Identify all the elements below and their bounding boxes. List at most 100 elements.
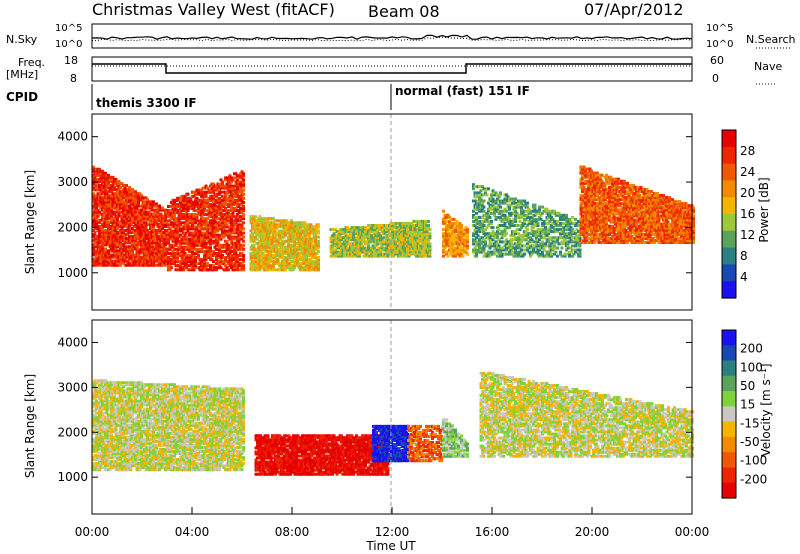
scatter-cell [195, 215, 199, 219]
scatter-cell [98, 167, 101, 171]
nave-label: Nave [754, 60, 782, 73]
scatter-cell [144, 245, 148, 249]
scatter-cell [117, 188, 121, 192]
scatter-cell [132, 257, 136, 261]
scatter-cell [174, 247, 178, 251]
scatter-cell [176, 249, 179, 253]
scatter-cell [515, 228, 519, 232]
scatter-cell [116, 218, 119, 222]
scatter-cell [252, 243, 256, 247]
scatter-cell [96, 243, 100, 247]
scatter-cell [128, 257, 131, 261]
scatter-cell [98, 233, 101, 237]
scatter-cell [191, 239, 194, 243]
beam-label: Beam 08 [368, 2, 440, 21]
scatter-cell [177, 219, 181, 223]
scatter-cell [260, 217, 263, 221]
scatter-cell [110, 220, 113, 224]
cpid-label: CPID [6, 90, 38, 104]
scatter-cell [107, 222, 110, 226]
scatter-cell [116, 206, 119, 210]
scatter-cell [140, 231, 143, 235]
scatter-cell [170, 235, 173, 239]
scatter-cell [101, 247, 104, 251]
scatter-cell [179, 264, 182, 268]
scatter-cell [138, 216, 142, 220]
scatter-cell [162, 231, 166, 235]
scatter-cell [285, 219, 289, 223]
scatter-cell [179, 233, 182, 237]
scatter-cell [186, 247, 190, 251]
scatter-cell [180, 258, 184, 262]
scatter-cell [141, 206, 145, 210]
scatter-cell [186, 243, 190, 247]
scatter-cell [198, 229, 202, 233]
scatter-cell [173, 254, 176, 257]
scatter-cell [200, 247, 203, 251]
scatter-cell [173, 209, 176, 213]
scatter-cell [147, 263, 151, 267]
scatter-cell [96, 208, 100, 212]
scatter-cell [198, 198, 202, 202]
cpid-panel: CPID themis 3300 IF normal (fast) 151 IF [6, 84, 530, 110]
scatter-cell [162, 245, 166, 249]
scatter-cell [167, 266, 170, 270]
date-label: 07/Apr/2012 [584, 0, 684, 19]
scatter-cell [500, 209, 504, 213]
scatter-cell [119, 247, 122, 251]
scatter-cell [194, 198, 197, 202]
scatter-cell [134, 263, 137, 267]
scatter-cell [158, 253, 161, 257]
scatter-cell [485, 193, 489, 197]
scatter-cell [192, 254, 196, 257]
scatter-cell [144, 255, 148, 259]
scatter-cell [191, 202, 194, 206]
scatter-cell [162, 257, 166, 261]
scatter-cell [225, 223, 229, 227]
scatter-cell [131, 227, 134, 230]
scatter-cell [170, 266, 173, 270]
scatter-cell [158, 241, 161, 245]
freq-label-line1: Freq. [18, 56, 45, 69]
scatter-cell [95, 186, 98, 190]
scatter-cell [129, 255, 133, 259]
scatter-cell [92, 196, 95, 200]
scatter-cell [117, 251, 121, 255]
scatter-cell [152, 224, 155, 228]
scatter-cell [218, 196, 221, 200]
scatter-cell [144, 227, 148, 230]
scatter-cell [92, 249, 95, 253]
scatter-cell [95, 194, 98, 198]
scatter-cell [104, 212, 107, 216]
scatter-cell [135, 218, 139, 222]
scatter-cell [125, 263, 128, 267]
scatter-cell [101, 257, 104, 261]
scatter-cell [92, 192, 95, 196]
scatter-cell [95, 220, 98, 224]
scatter-cell [179, 211, 182, 215]
scatter-cell [185, 264, 188, 268]
freq-label-line2: [MHz] [6, 68, 38, 81]
scatter-cell [482, 224, 486, 227]
scatter-cell [150, 243, 154, 247]
scatter-cell [96, 182, 100, 186]
scatter-cell [194, 225, 197, 229]
scatter-cell [105, 237, 109, 241]
scatter-cell [108, 198, 112, 202]
scatter-cell [168, 215, 172, 219]
scatter-cell [156, 245, 160, 249]
scatter-cell [192, 245, 196, 249]
scatter-cell [200, 225, 203, 229]
scatter-cell [119, 222, 122, 226]
scatter-cell [242, 264, 245, 268]
scatter-cell [104, 188, 107, 192]
scatter-cell [191, 223, 194, 227]
scatter-cell [99, 218, 103, 222]
scatter-cell [213, 251, 217, 255]
scatter-cell [198, 221, 202, 225]
scatter-cell [99, 200, 103, 204]
scatter-cell [491, 197, 495, 201]
scatter-cell [162, 241, 166, 245]
scatter-cell [95, 212, 98, 216]
scatter-cell [93, 175, 97, 179]
